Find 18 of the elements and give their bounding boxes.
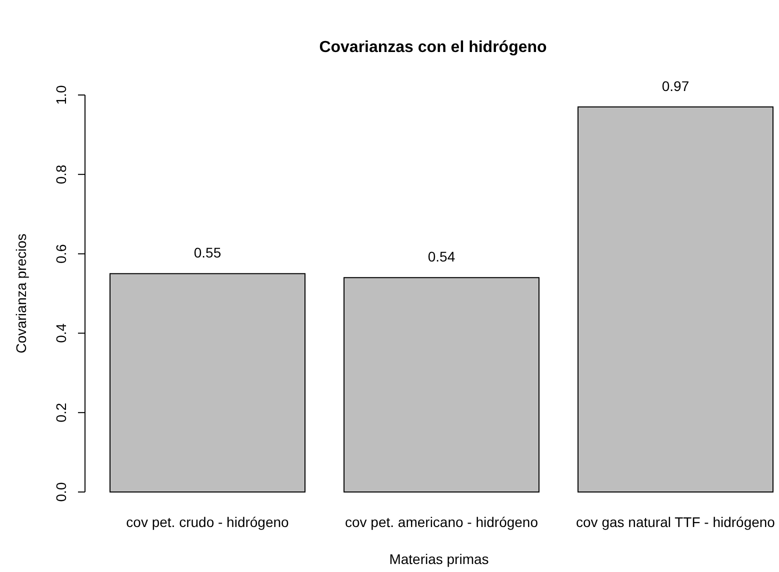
x-tick-label: cov gas natural TTF - hidrógeno: [576, 514, 776, 530]
data-label: 0.55: [194, 244, 222, 261]
x-axis-title: Materias primas: [389, 551, 489, 567]
data-label: 0.54: [428, 248, 456, 265]
y-tick-label: 0.6: [53, 244, 69, 264]
bar: [578, 106, 774, 492]
chart-title: Covarianzas con el hidrógeno: [319, 39, 548, 56]
x-tick-label: cov pet. crudo - hidrógeno: [126, 514, 290, 530]
y-tick-label: 0.8: [53, 164, 69, 184]
x-tick-label: cov pet. americano - hidrógeno: [345, 514, 538, 530]
data-label: 0.97: [662, 78, 690, 94]
y-tick-label: 0.2: [53, 402, 69, 422]
bar: [110, 273, 306, 492]
y-tick-label: 0.4: [53, 323, 69, 343]
y-axis-title: Covarianza precios: [13, 234, 29, 354]
y-tick-label: 0.0: [53, 482, 69, 502]
bar: [344, 277, 540, 492]
y-tick-label: 1.0: [53, 85, 69, 105]
